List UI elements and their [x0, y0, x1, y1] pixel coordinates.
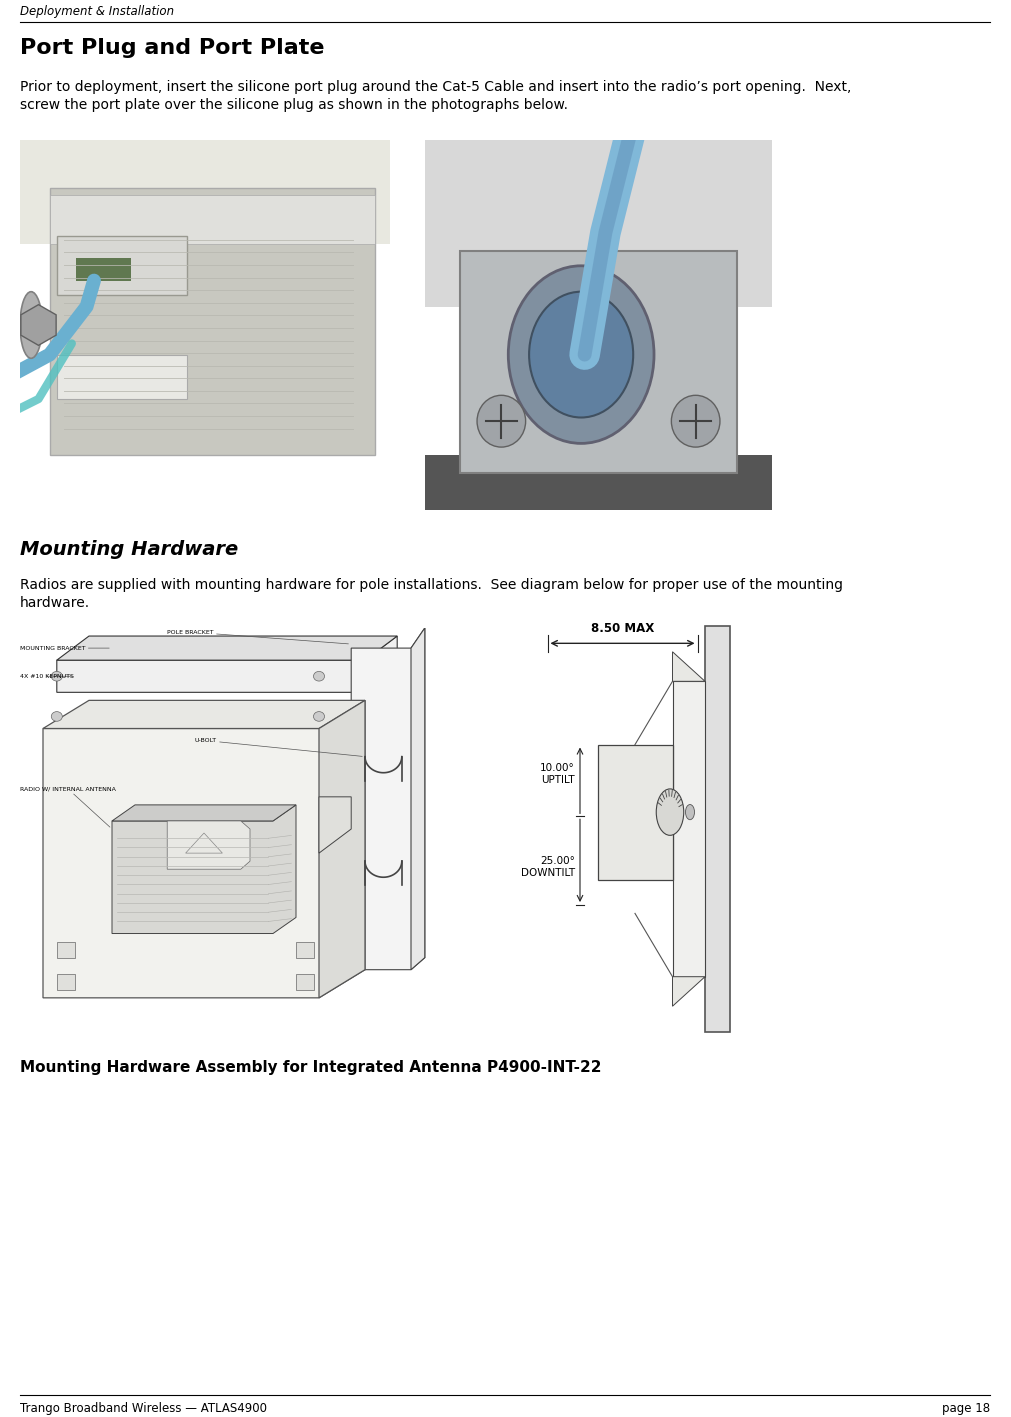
Polygon shape [167, 820, 250, 869]
Bar [425, 140, 772, 306]
Polygon shape [672, 976, 705, 1006]
Polygon shape [672, 652, 705, 682]
Text: Prior to deployment, insert the silicone port plug around the Cat-5 Cable and in: Prior to deployment, insert the silicone… [20, 79, 851, 112]
Polygon shape [112, 805, 296, 934]
Circle shape [656, 789, 683, 836]
Text: Mounting Hardware Assembly for Integrated Antenna P4900-INT-22: Mounting Hardware Assembly for Integrate… [20, 1060, 602, 1076]
Polygon shape [57, 636, 397, 660]
Circle shape [52, 672, 63, 682]
Bar [425, 455, 772, 510]
Text: POLE BRACKET: POLE BRACKET [167, 629, 349, 643]
Polygon shape [57, 636, 397, 693]
Text: RADIO W/ INTERNAL ANTENNA: RADIO W/ INTERNAL ANTENNA [20, 786, 116, 828]
Bar [705, 626, 730, 1032]
Text: MOUNTING BRACKET: MOUNTING BRACKET [20, 646, 109, 650]
Polygon shape [112, 805, 296, 820]
Text: 4X #10 KEPNUTS: 4X #10 KEPNUTS [20, 673, 74, 679]
Circle shape [313, 672, 325, 682]
Ellipse shape [509, 266, 654, 444]
Bar [598, 744, 672, 880]
Text: page 18: page 18 [942, 1401, 990, 1416]
Polygon shape [43, 700, 365, 998]
Text: Trango Broadband Wireless — ATLAS4900: Trango Broadband Wireless — ATLAS4900 [20, 1401, 267, 1416]
Polygon shape [351, 628, 425, 969]
Bar [20, 140, 390, 244]
Text: Mounting Hardware: Mounting Hardware [20, 540, 239, 558]
Circle shape [52, 711, 63, 721]
Bar [57, 237, 186, 295]
Polygon shape [319, 796, 351, 853]
Text: 8.50 MAX: 8.50 MAX [590, 622, 654, 635]
Text: 25.00°
DOWNTILT: 25.00° DOWNTILT [521, 856, 575, 877]
Text: Radios are supplied with mounting hardware for pole installations.  See diagram : Radios are supplied with mounting hardwa… [20, 578, 843, 611]
Text: U-BOLT: U-BOLT [195, 738, 362, 757]
Text: Deployment & Installation: Deployment & Installation [20, 6, 174, 18]
Bar [50, 188, 375, 455]
Bar [76, 258, 131, 281]
Ellipse shape [529, 292, 633, 418]
Circle shape [313, 711, 325, 721]
Bar [672, 682, 705, 976]
Bar [57, 354, 186, 400]
Polygon shape [319, 700, 365, 998]
Bar [57, 973, 75, 990]
Bar [460, 251, 737, 473]
Bar [50, 196, 375, 244]
Polygon shape [411, 628, 425, 969]
Text: 10.00°
UPTILT: 10.00° UPTILT [540, 764, 575, 785]
Circle shape [685, 805, 695, 819]
Bar [296, 941, 314, 958]
Circle shape [671, 395, 720, 448]
Bar [57, 941, 75, 958]
Ellipse shape [20, 292, 42, 359]
Polygon shape [43, 700, 365, 728]
Bar [296, 973, 314, 990]
Circle shape [477, 395, 526, 448]
Text: Port Plug and Port Plate: Port Plug and Port Plate [20, 38, 325, 58]
